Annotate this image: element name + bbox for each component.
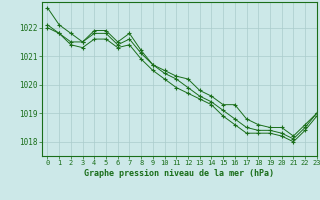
X-axis label: Graphe pression niveau de la mer (hPa): Graphe pression niveau de la mer (hPa) (84, 169, 274, 178)
